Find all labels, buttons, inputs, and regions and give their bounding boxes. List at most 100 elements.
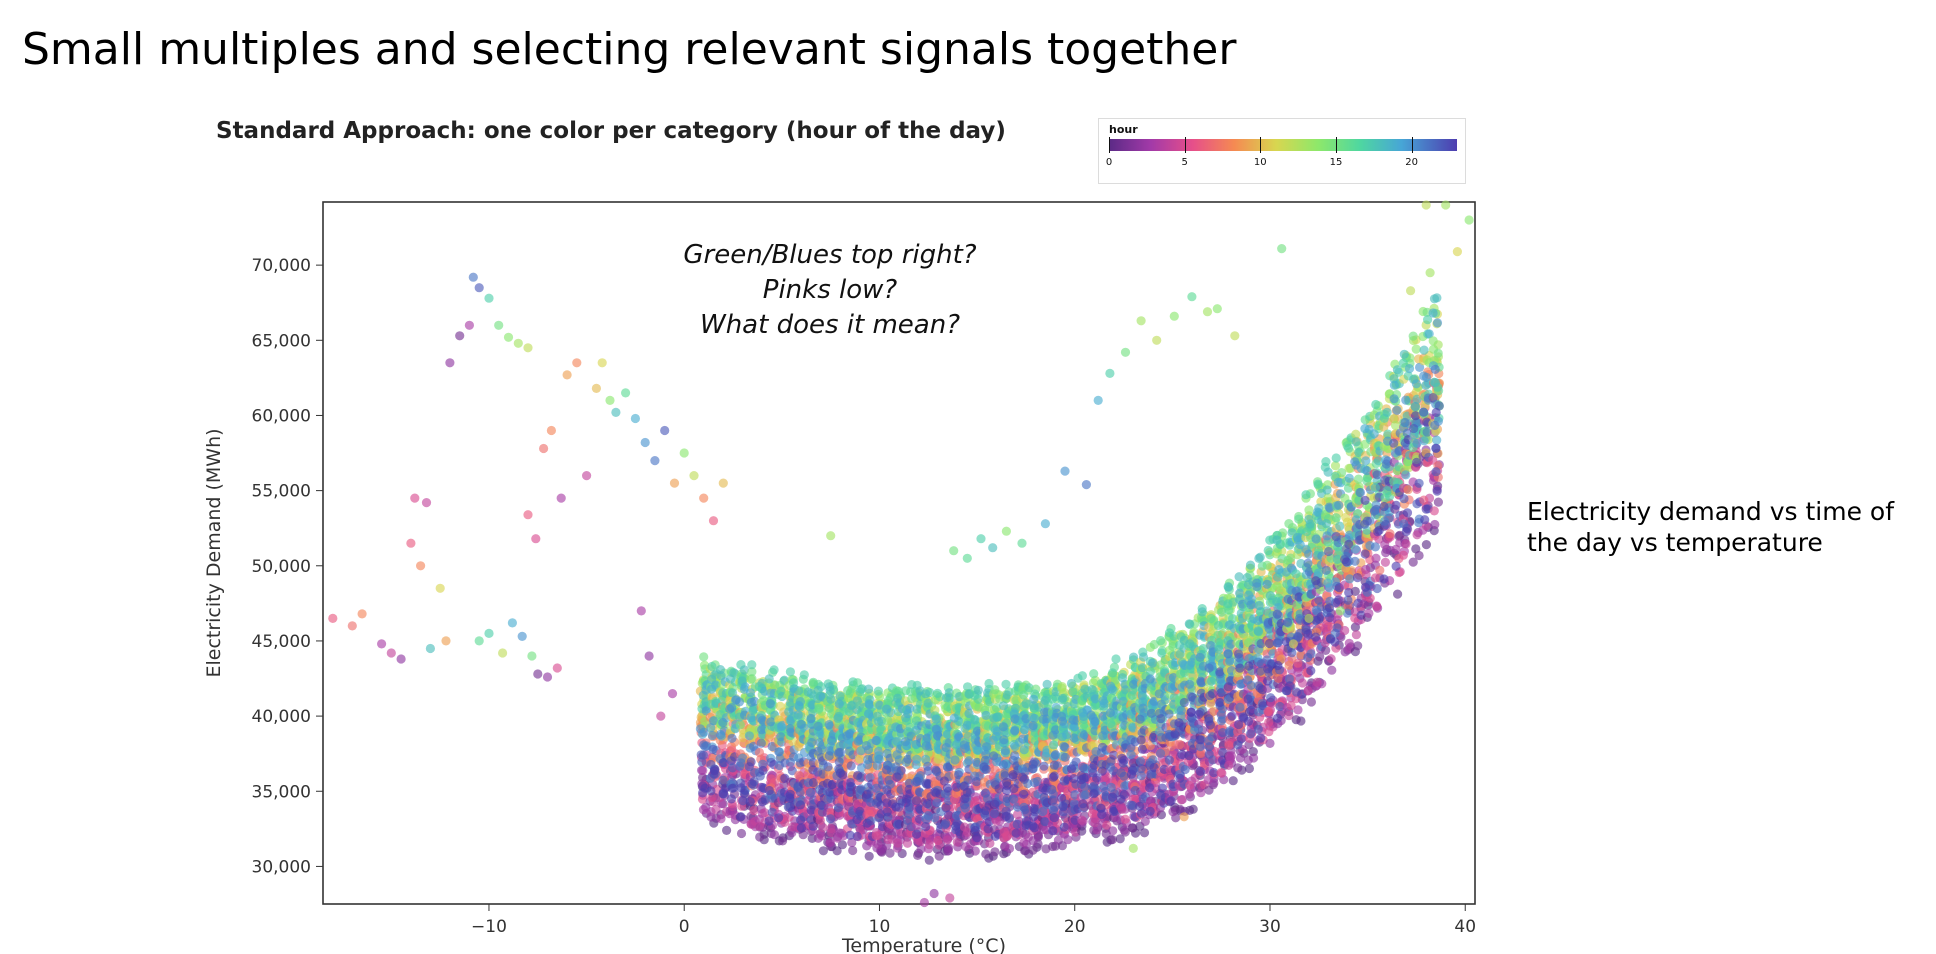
scatter-point [855,806,865,817]
scatter-point [757,725,767,735]
color-legend: hour 0 5 10 15 20 [1098,118,1466,184]
scatter-point [1038,806,1048,817]
legend-tick-label: 5 [1181,157,1188,168]
scatter-point [1145,806,1155,816]
scatter-point [924,855,934,865]
scatter-point [1009,784,1019,794]
scatter-point [834,757,844,767]
scatter-point [893,693,903,703]
scatter-point [709,769,719,779]
scatter-point [1195,630,1205,640]
scatter-point [962,827,973,837]
points-layer [328,200,1474,908]
scatter-point [1107,835,1117,845]
scatter-point [1049,760,1059,770]
scatter-point [950,755,960,765]
scatter-point [1117,753,1127,763]
scatter-point [727,783,738,793]
scatter-point [824,682,835,692]
scatter-point [738,796,748,806]
scatter-point [755,832,765,842]
scatter-point [1194,709,1204,720]
scatter-point [699,652,709,662]
scatter-point [883,834,893,845]
scatter-point [863,745,874,755]
scatter-point [1099,698,1109,709]
scatter-point [746,819,756,829]
chart-title: Standard Approach: one color per categor… [216,118,1006,144]
scatter-point [718,718,728,728]
scatter-point [893,838,903,848]
scatter-point [745,688,756,698]
scatter-point [814,703,824,713]
scatter-point [734,697,745,707]
scatter-point [747,674,757,684]
scatter-point [852,696,863,706]
scatter-point [1048,841,1058,852]
scatter-point [873,839,883,850]
scatter-point [842,731,852,741]
scatter-point [942,693,952,703]
scatter-point [735,720,745,730]
scatter-point [1029,803,1039,814]
legend-tick-mark [1184,137,1186,153]
scatter-point [912,704,922,714]
scatter-point [1012,809,1023,820]
scatter-point [912,776,922,787]
scatter-point [847,837,857,848]
scatter-point [727,703,737,713]
scatter-point [923,766,933,776]
scatter-point [943,762,953,772]
scatter-point [931,724,941,734]
scatter-point [808,821,818,831]
scatter-point [874,754,885,764]
scatter-point [863,760,873,770]
scatter-point [992,712,1002,722]
scatter-point [1216,768,1226,778]
scatter-point [852,831,862,842]
scatter-point [894,802,904,812]
scatter-point [718,775,728,785]
scatter-point [882,765,892,775]
scatter-point [729,668,739,678]
scatter-point [777,720,787,731]
scatter-point [816,800,826,810]
scatter-point [749,805,759,816]
scatter-point [815,815,825,825]
scatter-point [892,736,902,746]
scatter-point [835,768,846,778]
scatter-point [853,736,863,746]
scatter-point [799,670,809,680]
scatter-point [1048,826,1058,836]
scatter-point [727,688,738,698]
legend-color-ramp [1109,139,1457,151]
scatter-point [1195,735,1205,745]
scatter-point [1049,813,1059,823]
scatter-point [1195,766,1205,777]
scatter-point [864,684,874,694]
scatter-point [892,772,902,782]
legend-tick-mark [1411,137,1413,153]
slide-title: Small multiples and selecting relevant s… [22,24,1237,75]
scatter-point [921,822,931,832]
scatter-point [764,785,774,796]
scatter-point [1078,708,1088,718]
scatter-point [1078,762,1088,773]
scatter-point [1197,607,1207,617]
scatter-point [707,684,717,694]
scatter-point [795,787,806,797]
scatter-point [990,685,1000,695]
scatter-point [901,798,911,808]
scatter-point [1164,709,1174,719]
scatter-point [905,703,915,714]
scatter-point [758,765,768,776]
scatter-point [1174,718,1184,728]
scatter-point [774,747,784,757]
scatter-point [843,686,853,696]
scatter-point [1213,620,1223,631]
scatter-point [1204,742,1214,752]
scatter-point [716,814,726,824]
scatter-point [1040,695,1050,706]
scatter-point [1029,713,1039,723]
